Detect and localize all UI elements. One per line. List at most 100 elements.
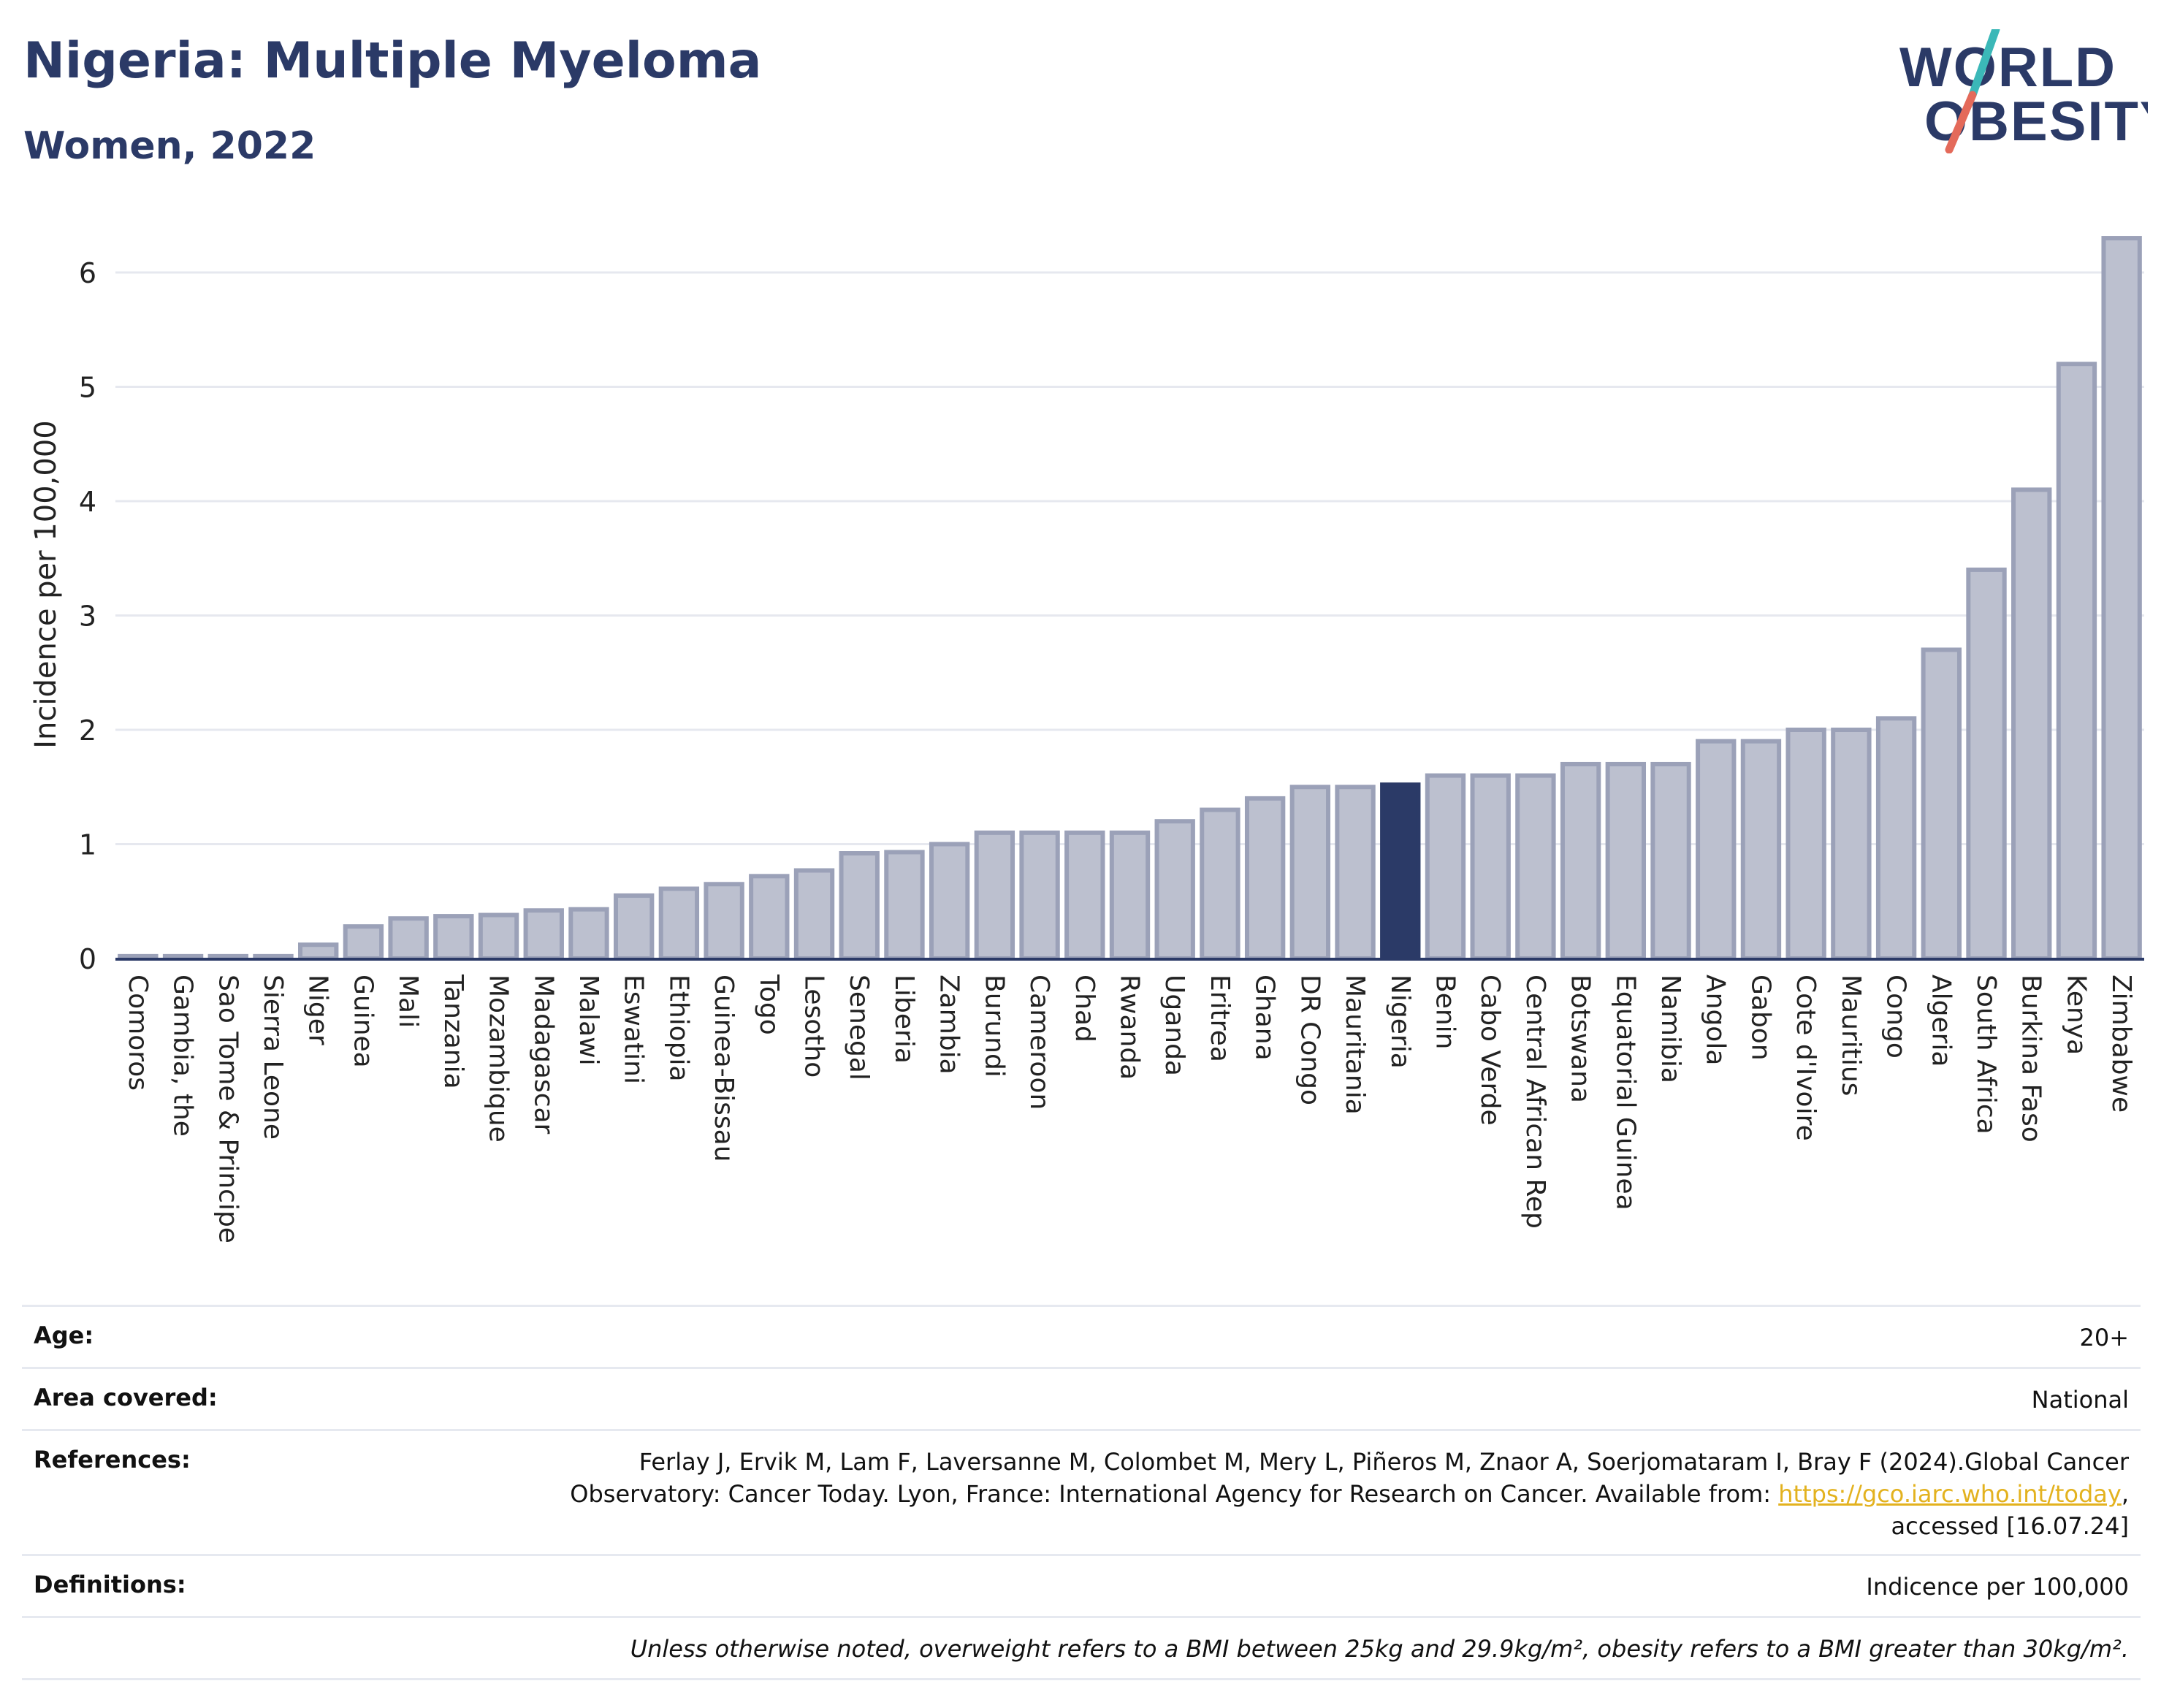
bar bbox=[1200, 807, 1240, 961]
x-tick-label: Sao Tome & Principe bbox=[213, 975, 243, 1243]
bar bbox=[749, 874, 790, 961]
bar bbox=[1470, 773, 1511, 961]
references-line-3: accessed [16.07.24] bbox=[1891, 1512, 2129, 1540]
bar bbox=[1605, 761, 1647, 961]
bar bbox=[298, 942, 339, 961]
definitions-row: Definitions: Indicence per 100,000 bbox=[22, 1554, 2141, 1616]
bmi-note: Unless otherwise noted, overweight refer… bbox=[630, 1635, 2129, 1663]
bar bbox=[1335, 785, 1376, 961]
y-tick-label: 5 bbox=[79, 372, 96, 404]
x-tick-label: Madagascar bbox=[528, 975, 558, 1135]
x-tick-labels: Comoros Gambia, the Sao Tome & Principe Sie… bbox=[123, 974, 2136, 1243]
bar bbox=[613, 893, 655, 961]
x-tick-label: Chad bbox=[1070, 975, 1099, 1042]
y-tick-label: 4 bbox=[79, 486, 96, 518]
bar bbox=[343, 924, 384, 961]
x-tick-label: Kenya bbox=[2061, 975, 2091, 1055]
bar bbox=[2101, 236, 2142, 961]
bar bbox=[1740, 739, 1782, 961]
x-tick-label: Tanzania bbox=[438, 974, 468, 1089]
bar bbox=[478, 912, 519, 961]
references-line-2: Observatory: Cancer Today. Lyon, France:… bbox=[570, 1478, 2129, 1510]
x-tick-label: Eswatini bbox=[619, 975, 649, 1084]
logo-slash-red bbox=[1945, 91, 1977, 153]
y-tick-label: 1 bbox=[79, 829, 96, 861]
x-tick-label: Cabo Verde bbox=[1475, 975, 1505, 1126]
world-obesity-logo: WORLD OBESITY bbox=[1899, 29, 2148, 153]
logo-word-world: WORLD bbox=[1899, 37, 2116, 99]
bar bbox=[1425, 773, 1466, 961]
references-label: References: bbox=[34, 1446, 191, 1473]
x-tick-label: Central African Rep bbox=[1520, 975, 1550, 1229]
note-row: Unless otherwise noted, overweight refer… bbox=[22, 1616, 2141, 1680]
x-tick-label: Gambia, the bbox=[168, 975, 198, 1137]
x-tick-label: Nigeria bbox=[1385, 975, 1415, 1069]
x-tick-label: Guinea-Bissau bbox=[709, 975, 739, 1162]
x-tick-label: Mauritania bbox=[1340, 975, 1370, 1115]
area-value: National bbox=[2031, 1386, 2129, 1414]
x-tick-label: Congo bbox=[1881, 975, 1911, 1059]
references-row: References: Ferlay J, Ervik M, Lam F, La… bbox=[22, 1429, 2141, 1554]
y-tick-label: 2 bbox=[79, 714, 96, 747]
bar bbox=[658, 886, 700, 961]
x-tick-label: Eritrea bbox=[1205, 975, 1235, 1062]
y-tick-labels: 0 1 2 3 4 5 6 bbox=[79, 257, 96, 975]
references-link[interactable]: https://gco.iarc.who.int/today bbox=[1778, 1480, 2122, 1508]
x-tick-label: Malawi bbox=[573, 975, 603, 1066]
references-line-2-text: Observatory: Cancer Today. Lyon, France:… bbox=[570, 1480, 1779, 1508]
x-tick-label: Mozambique bbox=[484, 975, 514, 1143]
x-tick-label: Guinea bbox=[348, 975, 378, 1068]
x-tick-label: Rwanda bbox=[1115, 975, 1145, 1080]
bar bbox=[1831, 728, 1872, 961]
bar bbox=[884, 850, 925, 961]
y-axis-label: Incidence per 100,000 bbox=[29, 420, 63, 749]
area-label: Area covered: bbox=[34, 1384, 218, 1411]
x-tick-label: Algeria bbox=[1926, 975, 1956, 1067]
bar bbox=[1560, 761, 1601, 961]
references-value: Ferlay J, Ervik M, Lam F, Laversanne M, … bbox=[570, 1446, 2129, 1542]
x-tick-label: Ghana bbox=[1250, 975, 1280, 1061]
y-tick-label: 0 bbox=[79, 943, 96, 975]
bar bbox=[2011, 487, 2052, 961]
bar bbox=[433, 914, 474, 961]
x-tick-label: Equatorial Guinea bbox=[1610, 975, 1640, 1211]
x-tick-label: Zimbabwe bbox=[2106, 975, 2136, 1113]
bar bbox=[523, 908, 564, 961]
x-tick-label: South Africa bbox=[1971, 975, 2001, 1135]
chart-title: Nigeria: Multiple Myeloma bbox=[23, 32, 762, 90]
y-tick-label: 6 bbox=[79, 257, 96, 289]
info-table: Age: 20+ Area covered: National Referenc… bbox=[22, 1305, 2141, 1680]
definitions-value: Indicence per 100,000 bbox=[1866, 1573, 2129, 1601]
references-line-1: Ferlay J, Ervik M, Lam F, Laversanne M, … bbox=[639, 1448, 2129, 1476]
x-tick-label: Zambia bbox=[934, 975, 964, 1075]
bar bbox=[1064, 830, 1105, 961]
bar bbox=[1785, 728, 1826, 961]
x-tick-label: Senegal bbox=[844, 975, 874, 1080]
bar bbox=[1109, 830, 1151, 961]
bar-highlighted bbox=[1380, 782, 1421, 961]
bar bbox=[1289, 785, 1331, 961]
age-row: Age: 20+ bbox=[22, 1305, 2141, 1367]
bar bbox=[793, 868, 835, 961]
x-tick-label: Namibia bbox=[1655, 975, 1685, 1083]
x-tick-label: Comoros bbox=[123, 975, 153, 1091]
x-tick-label: Togo bbox=[754, 974, 784, 1035]
bar bbox=[974, 830, 1015, 961]
y-tick-label: 3 bbox=[79, 601, 96, 633]
chart-subtitle: Women, 2022 bbox=[23, 124, 316, 168]
age-value: 20+ bbox=[2079, 1324, 2129, 1351]
bar bbox=[1515, 773, 1556, 961]
bar bbox=[1875, 716, 1917, 961]
bar bbox=[1921, 647, 1962, 961]
x-tick-label: Botswana bbox=[1566, 975, 1596, 1103]
x-tick-label: Mali bbox=[393, 975, 423, 1028]
bar-chart: 0 1 2 3 4 5 6 Comoros Gambia, the Sao Tome & Pri… bbox=[29, 236, 2144, 1243]
x-tick-label: Cote d'Ivoire bbox=[1791, 975, 1821, 1141]
bar bbox=[1966, 567, 2007, 961]
x-tick-label: Sierra Leone bbox=[258, 975, 288, 1140]
bar bbox=[1696, 739, 1737, 961]
bar bbox=[1154, 819, 1195, 961]
x-tick-label: Angola bbox=[1701, 975, 1731, 1065]
x-tick-label: Ethiopia bbox=[663, 975, 693, 1082]
bar bbox=[388, 916, 429, 961]
